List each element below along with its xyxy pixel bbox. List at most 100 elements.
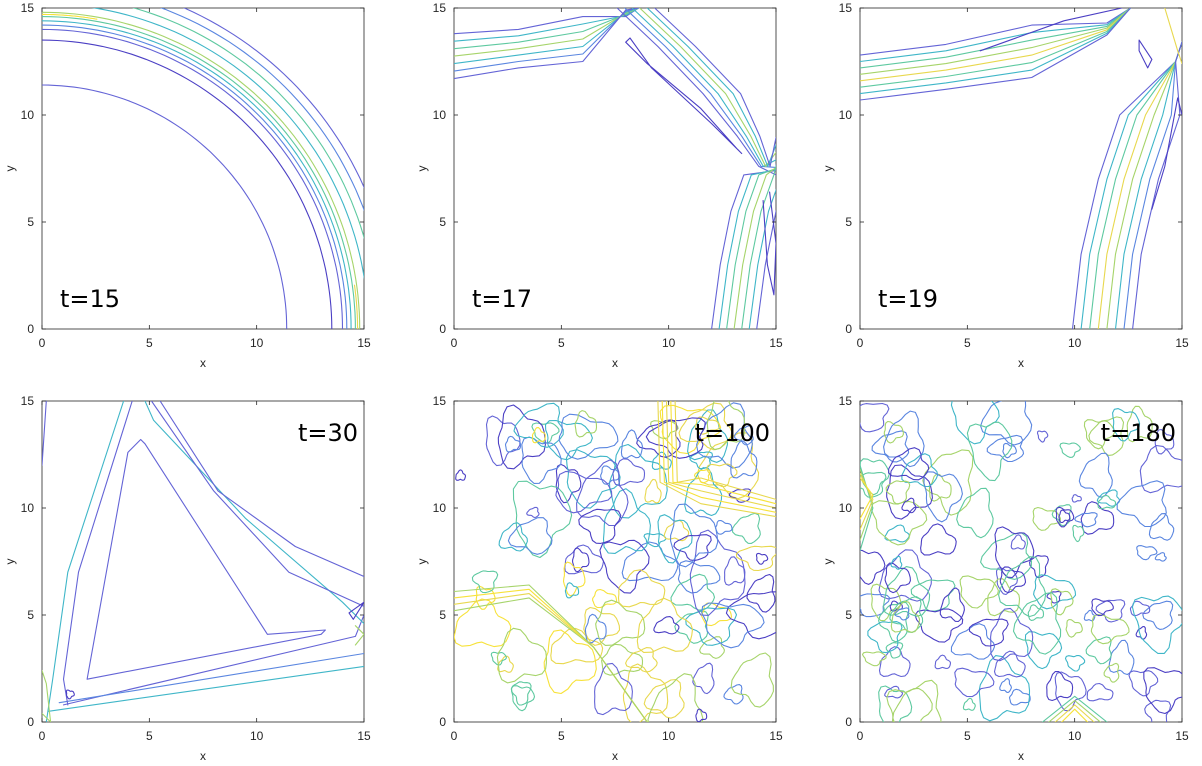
contour-line	[58, 652, 364, 704]
contour-loop	[730, 652, 774, 708]
contour-loop	[701, 602, 733, 627]
contour-line	[42, 20, 352, 329]
y-tick-label: 15	[839, 1, 853, 15]
contour-loop	[734, 425, 754, 446]
time-annotation: t=100	[695, 419, 770, 447]
contour-loop	[612, 458, 646, 487]
contour-loop	[724, 556, 746, 586]
contour-loop	[1027, 604, 1045, 621]
contour-loop	[657, 514, 693, 564]
contour-loop	[653, 616, 680, 635]
contour-line	[1164, 8, 1182, 65]
contour-loop	[644, 478, 662, 504]
y-tick-label: 5	[27, 215, 34, 229]
contour-line	[860, 8, 1132, 95]
contour-loop	[600, 465, 620, 485]
contour-line	[657, 401, 776, 518]
contour-loop	[485, 415, 521, 467]
contour-loop	[699, 636, 725, 659]
contour-loop	[1071, 494, 1082, 503]
time-annotation: t=30	[298, 419, 358, 447]
plot-area	[41, 400, 365, 723]
x-tick-label: 5	[964, 336, 971, 350]
contour-loop	[684, 467, 723, 517]
contour-line	[860, 468, 874, 541]
contour-loop	[1046, 590, 1062, 604]
x-axis-label: x	[200, 749, 206, 763]
contour-loop	[725, 591, 776, 640]
contour-line	[42, 401, 47, 466]
contour-loop	[578, 508, 622, 544]
contour-loop	[966, 421, 1013, 482]
contour-loop	[564, 582, 580, 599]
contour-loop	[1143, 667, 1182, 715]
contour-line	[1054, 704, 1095, 722]
x-tick-label: 0	[857, 729, 864, 743]
contour-loop	[1078, 452, 1113, 498]
x-tick-label: 10	[1068, 336, 1082, 350]
contour-loop	[730, 440, 758, 479]
contour-loop	[685, 607, 738, 646]
time-annotation: t=15	[60, 285, 120, 313]
contour-loop	[512, 480, 573, 559]
contour-loop	[987, 578, 1021, 617]
contour-loop	[687, 409, 729, 463]
contour-loop	[910, 579, 956, 612]
contour-group	[860, 401, 1182, 722]
contour-loop	[1065, 618, 1083, 638]
contour-line	[711, 170, 776, 329]
contour-loop	[1154, 428, 1175, 455]
contour-loop	[1091, 598, 1114, 617]
contour-line	[131, 8, 364, 240]
contour-panel-t180: 0 5 10 15 0 5 10 15 x y t=180	[818, 393, 1200, 765]
contour-loop	[625, 647, 658, 673]
contour-line	[670, 401, 776, 505]
contour-loop	[564, 544, 605, 575]
contour-loop	[870, 583, 902, 622]
contour-loop	[923, 471, 963, 523]
contour-loop	[1103, 662, 1120, 683]
x-tick-label: 5	[558, 336, 565, 350]
contour-line	[42, 16, 356, 329]
contour-loop	[455, 469, 467, 481]
contour-loop	[594, 662, 633, 716]
contour-loop	[1008, 688, 1031, 706]
y-axis-label: y	[821, 559, 835, 565]
contour-loop	[901, 453, 939, 488]
contour-line	[454, 584, 648, 722]
contour-loop	[1080, 501, 1115, 535]
contour-loop	[870, 500, 928, 546]
contour-line	[1138, 39, 1153, 69]
contour-loop	[1051, 504, 1072, 527]
contour-loop	[884, 562, 911, 594]
contour-loop	[558, 413, 619, 460]
contour-loop	[1139, 444, 1182, 494]
contour-loop	[878, 549, 932, 602]
x-tick-label: 5	[964, 729, 971, 743]
y-tick-label: 15	[21, 394, 35, 408]
contour-loop	[1142, 600, 1174, 630]
contour-loop	[959, 575, 999, 609]
contour-loop	[920, 523, 957, 556]
contour-loop	[496, 627, 547, 684]
x-tick-label: 15	[1175, 729, 1189, 743]
contour-loop	[956, 487, 994, 539]
y-tick-label: 0	[27, 715, 34, 729]
x-tick-label: 15	[769, 336, 783, 350]
contour-loop	[1112, 408, 1141, 442]
contour-loop	[583, 606, 621, 646]
contour-loop	[706, 463, 738, 487]
contour-loop	[860, 593, 891, 618]
y-axis-label: y	[415, 166, 429, 172]
contour-panel-t19: 0 5 10 15 0 5 10 15 x y t=19	[818, 0, 1200, 372]
contour-loop	[950, 623, 996, 660]
contour-loop	[860, 402, 890, 433]
contour-loop	[968, 618, 1009, 647]
contour-loop	[601, 643, 644, 676]
contour-line	[674, 401, 776, 500]
x-tick-label: 10	[250, 729, 264, 743]
contour-line	[654, 8, 776, 167]
contour-line	[756, 163, 776, 329]
contour-line	[733, 166, 776, 329]
contour-loop	[1064, 654, 1086, 672]
